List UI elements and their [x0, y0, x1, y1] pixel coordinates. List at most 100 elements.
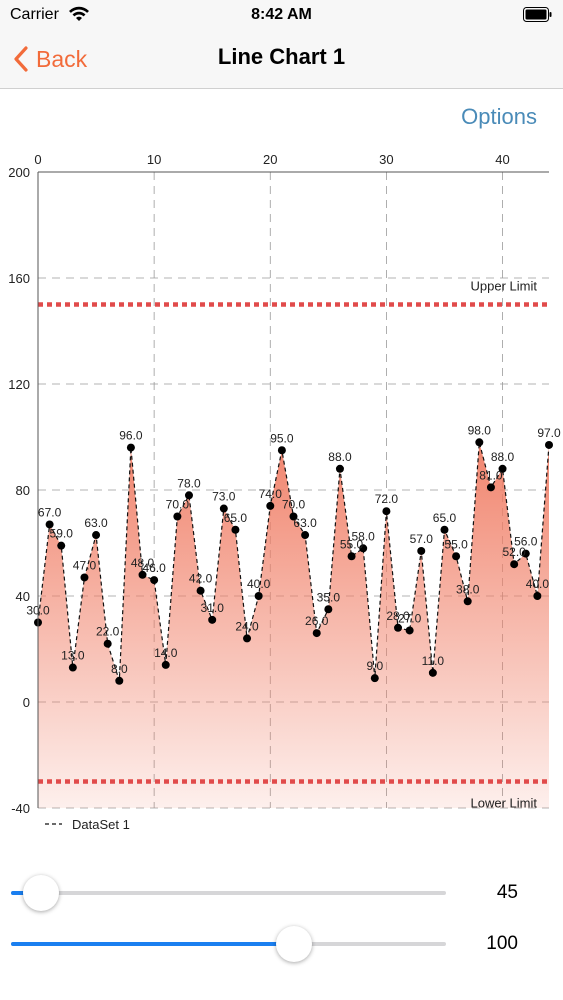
- data-label: 38.0: [456, 582, 480, 596]
- data-point: [150, 576, 159, 585]
- data-point: [452, 552, 461, 561]
- data-point: [126, 443, 135, 452]
- data-point: [440, 525, 449, 534]
- slider-x-range[interactable]: [11, 873, 446, 913]
- data-label: 67.0: [38, 505, 62, 519]
- data-point: [498, 464, 507, 473]
- status-time: 8:42 AM: [251, 6, 312, 23]
- series-area: [38, 442, 549, 808]
- options-button[interactable]: Options: [461, 104, 537, 129]
- data-point: [510, 560, 519, 569]
- x-tick-label: 20: [263, 152, 277, 167]
- data-label: 59.0: [50, 527, 74, 541]
- data-point: [335, 464, 344, 473]
- y-tick-label: 0: [23, 695, 30, 710]
- carrier-label: Carrier: [10, 6, 59, 23]
- data-point: [428, 668, 437, 677]
- data-point: [463, 597, 472, 606]
- legend-label: DataSet 1: [72, 817, 130, 832]
- data-point: [254, 592, 263, 600]
- data-point: [231, 525, 240, 534]
- limit-label: Upper Limit: [471, 279, 538, 294]
- data-label: 72.0: [375, 492, 399, 506]
- data-point: [57, 541, 66, 550]
- data-point: [173, 512, 182, 521]
- data-label: 65.0: [433, 511, 457, 525]
- data-point: [347, 552, 356, 561]
- data-label: 11.0: [422, 654, 445, 668]
- data-point: [312, 629, 321, 638]
- data-point: [394, 623, 403, 632]
- limit-label: Lower Limit: [471, 796, 538, 811]
- data-label: 13.0: [61, 649, 85, 663]
- data-point: [115, 676, 124, 685]
- data-label: 55.0: [340, 537, 364, 551]
- data-label: 24.0: [235, 619, 259, 633]
- data-label: 35.0: [317, 590, 341, 604]
- data-label: 56.0: [514, 535, 538, 549]
- wifi-icon: [69, 6, 89, 21]
- battery-icon: [523, 7, 552, 22]
- data-label: 81.0: [479, 468, 503, 482]
- data-label: 95.0: [270, 431, 294, 445]
- data-point: [289, 512, 298, 521]
- y-tick-label: 200: [8, 165, 30, 180]
- y-tick-label: 80: [16, 483, 30, 498]
- data-point: [277, 446, 286, 455]
- slider-track: [11, 891, 446, 895]
- data-point: [521, 549, 530, 558]
- data-point: [92, 531, 101, 540]
- data-point: [382, 507, 391, 516]
- data-label: 9.0: [366, 659, 383, 673]
- slider-thumb[interactable]: [275, 926, 312, 962]
- data-label: 48.0: [131, 556, 155, 570]
- slider-y-range[interactable]: [11, 924, 446, 964]
- data-label: 70.0: [282, 498, 306, 512]
- x-tick-label: 0: [34, 152, 41, 167]
- data-point: [219, 504, 228, 513]
- y-tick-label: 120: [8, 377, 30, 392]
- data-point: [196, 586, 205, 595]
- y-tick-label: 40: [16, 589, 30, 604]
- data-label: 28.0: [386, 609, 410, 623]
- data-label: 47.0: [73, 558, 97, 572]
- data-point: [266, 501, 275, 510]
- data-label: 31.0: [201, 601, 225, 615]
- data-label: 63.0: [84, 516, 108, 530]
- slider-fill: [11, 942, 294, 946]
- data-point: [80, 573, 89, 582]
- data-label: 52.0: [502, 545, 526, 559]
- data-point: [243, 634, 252, 643]
- data-point: [475, 438, 484, 447]
- data-label: 73.0: [212, 490, 236, 504]
- y-tick-label: -40: [11, 801, 30, 816]
- data-label: 88.0: [328, 450, 352, 464]
- x-tick-label: 40: [495, 152, 509, 167]
- data-label: 65.0: [224, 511, 248, 525]
- slider-x-value: 45: [496, 882, 518, 903]
- data-label: 70.0: [166, 498, 190, 512]
- data-point: [533, 592, 542, 600]
- data-label: 74.0: [259, 487, 283, 501]
- data-label: 42.0: [189, 572, 213, 586]
- data-label: 96.0: [119, 429, 143, 443]
- data-point: [324, 605, 333, 614]
- page-title: Line Chart 1: [217, 44, 346, 69]
- data-label: 58.0: [352, 529, 376, 543]
- slider-thumb[interactable]: [23, 875, 60, 911]
- data-point: [301, 531, 310, 540]
- data-label: 40.0: [526, 577, 550, 591]
- data-label: 26.0: [305, 614, 329, 628]
- data-label: 27.0: [398, 611, 422, 625]
- back-label: Back: [36, 45, 88, 72]
- data-point: [486, 483, 495, 492]
- back-button[interactable]: Back: [14, 42, 87, 76]
- data-point: [103, 639, 112, 648]
- data-point: [45, 520, 54, 529]
- data-label: 98.0: [468, 423, 492, 437]
- data-label: 14.0: [154, 646, 178, 660]
- x-tick-label: 10: [147, 152, 161, 167]
- status-bar: Carrier 8:42 AM: [0, 0, 563, 30]
- data-label: 57.0: [410, 532, 434, 546]
